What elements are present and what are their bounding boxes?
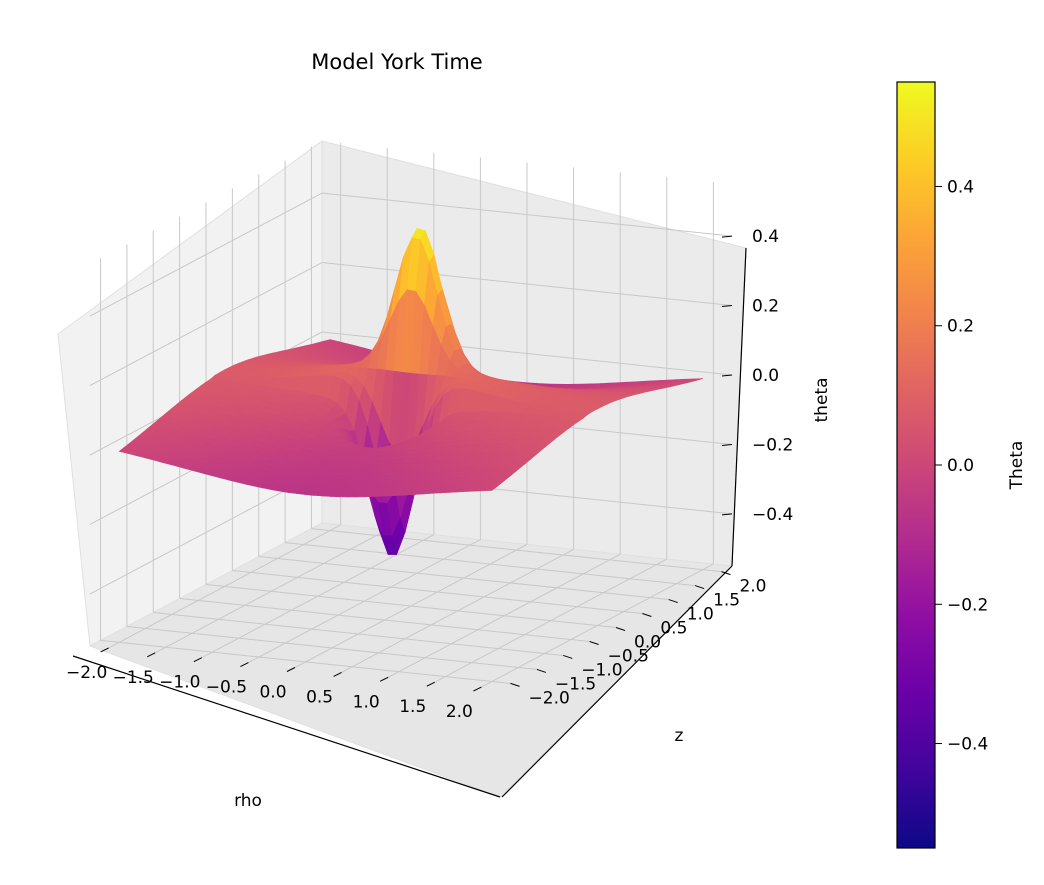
colorbar-ticks: −0.4 −0.2 0.0 0.2 0.4: [935, 177, 988, 755]
z-tick-label: −1.5: [555, 674, 596, 694]
z-tick-mark: [510, 682, 520, 687]
rho-tick-label: 1.0: [353, 692, 380, 712]
surface-patch: [482, 486, 498, 492]
colorbar-label: Theta: [1007, 441, 1027, 491]
grid-line: [311, 528, 722, 573]
z-tick-label: 1.0: [687, 605, 714, 625]
z-tick-label: 1.5: [713, 591, 740, 611]
grid-line: [387, 553, 621, 678]
theta-tick-mark: [721, 513, 733, 516]
grid-line: [481, 563, 714, 688]
axis-lines: [72, 247, 747, 798]
axes-panes: [57, 140, 747, 798]
rho-tick-label: −0.5: [206, 678, 247, 698]
grid-line: [285, 542, 696, 587]
grid-line: [341, 548, 574, 673]
z-axis-label: z: [675, 726, 684, 746]
theta-axis-label: theta: [812, 378, 832, 423]
rho-tick-mark: [473, 686, 482, 692]
z-tick-mark: [536, 668, 547, 673]
colorbar-tick-label: −0.2: [947, 595, 988, 615]
z-tick-mark: [589, 641, 599, 645]
z-tick-label: 2.0: [739, 577, 766, 597]
rho-tick-mark: [333, 671, 342, 677]
grid-line: [258, 556, 669, 601]
rho-tick-label: −1.5: [113, 668, 154, 688]
theta-tick-label: −0.4: [752, 505, 793, 525]
z-tick-mark: [668, 599, 678, 604]
z-axis-line: [501, 565, 733, 798]
chart-title: Model York Time: [311, 50, 482, 74]
grid-line: [321, 192, 733, 237]
z-tick-mark: [721, 571, 731, 576]
rho-tick-mark: [100, 647, 109, 653]
rho-tick-label: 2.0: [446, 702, 473, 722]
colorbar: [896, 81, 936, 849]
rho-tick-mark: [193, 657, 203, 663]
rho-tick-label: 0.5: [306, 687, 333, 707]
z-tick-label: −2.0: [529, 688, 570, 708]
rho-tick-mark: [379, 676, 389, 682]
rho-tick-label: 0.0: [259, 683, 286, 703]
rho-tick-label: −1.0: [159, 673, 200, 693]
z-tick-label: 0.0: [634, 633, 661, 653]
rho-tick-mark: [286, 667, 296, 672]
theta-tick-label: 0.0: [752, 366, 779, 386]
z-tick-mark: [563, 654, 573, 659]
theta-tick-label: 0.4: [752, 227, 779, 247]
theta-ticks: −0.4 −0.2 0.0 0.2 0.4: [721, 227, 793, 525]
theta-tick-label: −0.2: [752, 435, 793, 455]
z-tick-label: 0.5: [660, 619, 687, 639]
colorbar-tick-label: 0.0: [947, 456, 974, 476]
theta-tick-mark: [721, 374, 733, 377]
rho-axis-label: rho: [234, 791, 262, 811]
grid-line: [89, 192, 323, 317]
grid-line: [232, 570, 643, 615]
rho-tick-mark: [240, 662, 249, 668]
z-tick-mark: [642, 613, 652, 617]
z-tick-mark: [615, 627, 626, 631]
z-tick-mark: [694, 585, 705, 590]
colorbar-tick-label: −0.4: [947, 735, 988, 755]
rho-tick-label: −2.0: [66, 663, 107, 683]
rho-tick-mark: [426, 681, 435, 687]
z-tick-label: −0.5: [608, 646, 649, 666]
rho-tick-label: 1.5: [399, 697, 426, 717]
theta-surface: [118, 227, 703, 556]
rho-tick-mark: [147, 652, 156, 658]
colorbar-tick-label: 0.2: [947, 317, 974, 337]
rho-ticks: −2.0 −1.5 −1.0 −0.5 0.0 0.5 1.0 1.5 2.0: [66, 647, 482, 722]
theta-tick-label: 0.2: [752, 297, 779, 317]
theta-tick-mark: [721, 443, 733, 446]
rho-axis-line: [72, 655, 501, 798]
theta-axis-line: [731, 247, 747, 567]
grid-line: [89, 262, 323, 386]
z-tick-label: −1.0: [581, 660, 622, 680]
theta-tick-mark: [721, 305, 733, 308]
grid-line: [321, 262, 733, 307]
theta-tick-mark: [721, 235, 733, 238]
grid-line: [434, 558, 668, 683]
colorbar-tick-label: 0.4: [947, 177, 974, 197]
grid-line: [205, 584, 617, 628]
z-ticks: −2.0−1.5−1.0−0.50.00.51.01.52.0: [510, 571, 767, 708]
